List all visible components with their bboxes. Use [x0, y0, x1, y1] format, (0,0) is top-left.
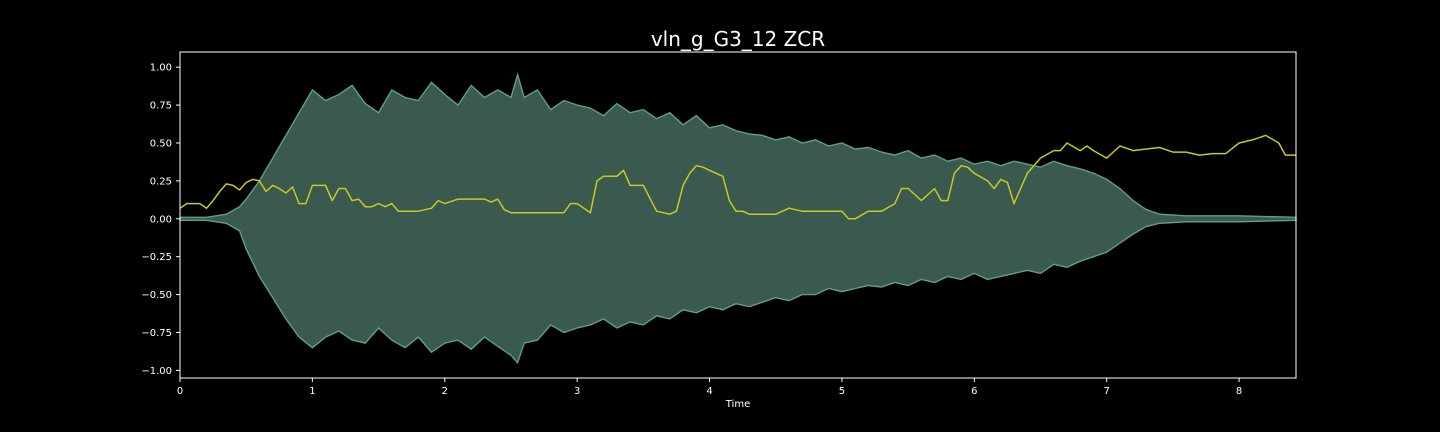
y-tick-label: 1.00 — [150, 63, 172, 74]
y-tick-label: −0.50 — [141, 290, 172, 301]
y-axis: −1.00 −0.75 −0.50 −0.25 0.00 0.25 0.50 0.75 1.00 — [141, 63, 180, 377]
x-tick-label: 3 — [574, 386, 580, 397]
y-tick-label: 0.75 — [150, 101, 172, 112]
zcr-line-group — [179, 134, 1296, 220]
y-tick-label: 0.25 — [150, 176, 172, 187]
x-tick-label: 5 — [839, 386, 845, 397]
plot-area-frame — [179, 51, 1297, 379]
y-tick-label: −0.75 — [141, 328, 172, 339]
x-tick-label: 7 — [1104, 386, 1110, 397]
x-tick-label: 6 — [971, 386, 977, 397]
chart-title: vln_g_G3_12 ZCR — [651, 27, 825, 51]
y-tick-label: 0.50 — [150, 138, 172, 149]
x-tick-label: 8 — [1236, 386, 1242, 397]
x-axis: 0 1 2 3 4 5 6 7 8 — [177, 378, 1242, 397]
zcr-series-line — [179, 134, 1296, 220]
waveform-envelope — [179, 72, 1297, 365]
x-axis-label: Time — [725, 399, 750, 410]
y-tick-label: −0.25 — [141, 252, 172, 263]
x-tick-label: 1 — [309, 386, 315, 397]
x-tick-label: 2 — [442, 386, 448, 397]
x-tick-label: 0 — [177, 386, 183, 397]
waveform-area — [179, 72, 1297, 365]
y-tick-label: −1.00 — [141, 366, 172, 377]
x-tick-label: 4 — [706, 386, 712, 397]
y-tick-label: 0.00 — [150, 214, 172, 225]
